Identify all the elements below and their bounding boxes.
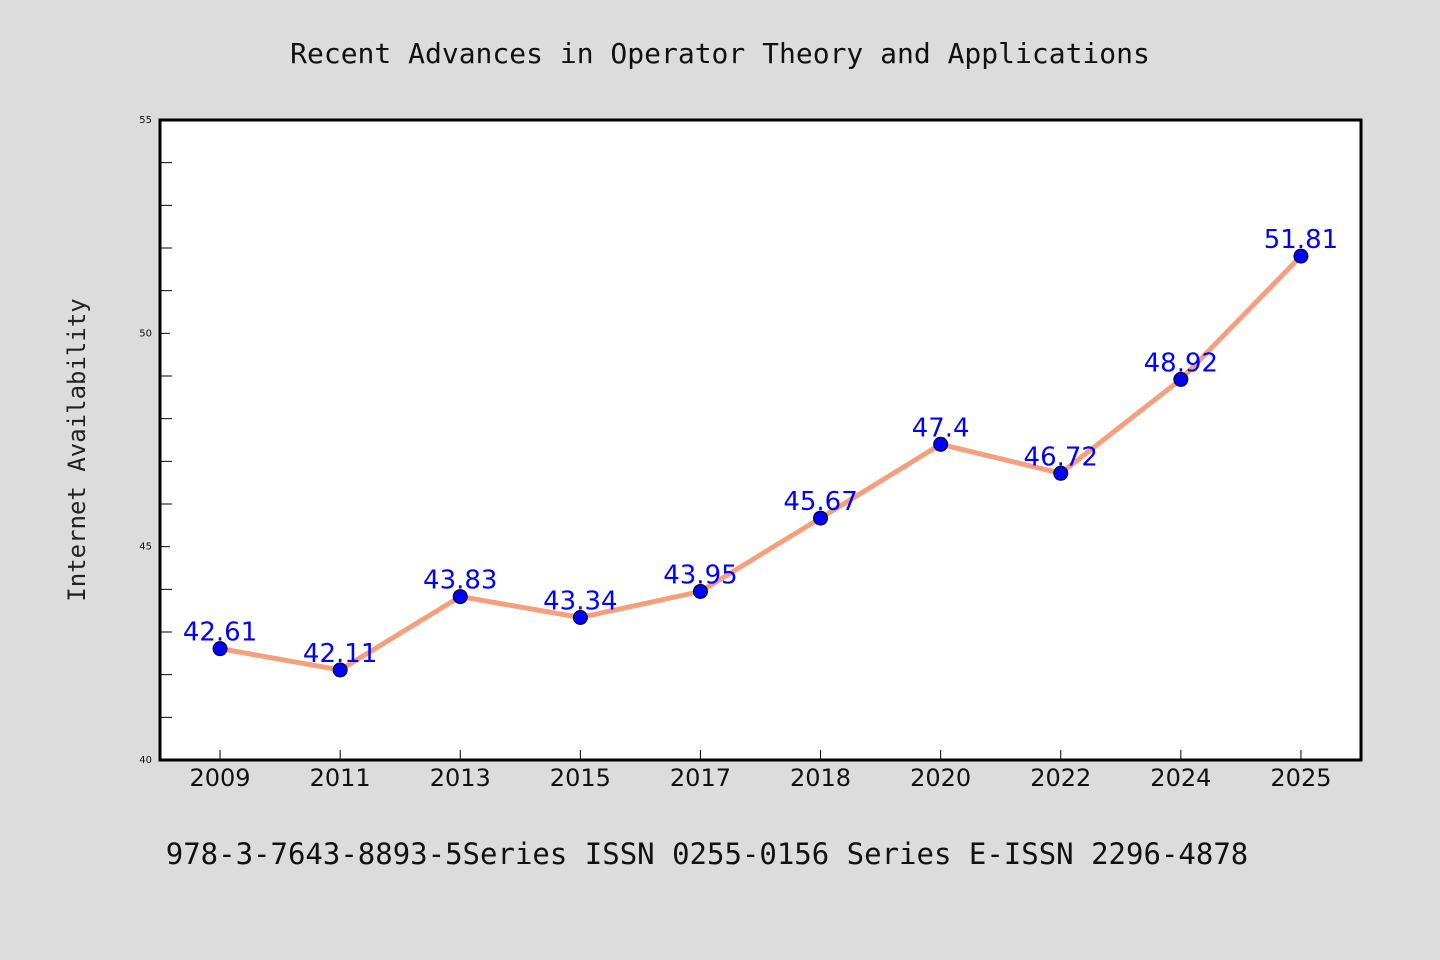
series-line: [217, 253, 1304, 673]
footer-identifiers: 978-3-7643-8893-5Series ISSN 0255-0156 S…: [166, 837, 1249, 871]
data-label: 43.95: [663, 560, 737, 590]
x-tick-label: 2011: [310, 764, 371, 792]
data-point-marker: [452, 589, 468, 605]
y-axis-label: Internet Availability: [63, 298, 91, 601]
data-label: 42.61: [183, 618, 257, 648]
data-label: 48.92: [1144, 348, 1218, 378]
x-tick-label: 2022: [1030, 764, 1091, 792]
y-axis-ticks: 40 45 50 55: [139, 115, 172, 766]
x-tick-label: 2013: [430, 764, 491, 792]
data-point-marker: [212, 641, 228, 657]
x-axis-ticks: 2009 2011 2013 2015 2017 2018 2020 2022 2024 2025: [190, 750, 1331, 792]
data-label: 47.4: [912, 413, 970, 443]
data-point-marker: [572, 609, 588, 625]
data-point-marker: [1293, 248, 1309, 264]
y-tick-label: 40: [139, 755, 152, 766]
plot-area: [158, 118, 1363, 762]
series-line-group: [217, 253, 1304, 673]
data-point-marker: [1053, 465, 1069, 481]
data-point-marker: [1173, 371, 1189, 387]
marker-group: [212, 248, 1309, 678]
x-tick-label: 2009: [190, 764, 251, 792]
data-label: 51.81: [1264, 225, 1338, 255]
data-point-marker: [692, 583, 708, 599]
x-tick-label: 2018: [790, 764, 851, 792]
x-tick-label: 2025: [1270, 764, 1331, 792]
x-tick-label: 2015: [550, 764, 611, 792]
chart-title: Recent Advances in Operator Theory and A…: [290, 37, 1150, 70]
y-tick-label: 45: [139, 542, 152, 553]
x-tick-label: 2024: [1150, 764, 1211, 792]
data-label: 45.67: [783, 487, 857, 517]
y-tick-label: 50: [139, 328, 152, 339]
y-tick-label: 55: [139, 115, 152, 126]
data-label: 42.11: [303, 639, 377, 669]
data-label-group: 42.61 42.11 43.83 43.34 43.95 45.67 47.4 46.72 4…: [183, 225, 1338, 669]
x-tick-label: 2017: [670, 764, 731, 792]
data-point-marker: [813, 510, 829, 526]
data-label: 46.72: [1024, 442, 1098, 472]
data-point-marker: [933, 436, 949, 452]
data-point-marker: [332, 662, 348, 678]
data-label: 43.83: [423, 566, 497, 596]
data-label: 43.34: [543, 586, 617, 616]
x-tick-label: 2020: [910, 764, 971, 792]
